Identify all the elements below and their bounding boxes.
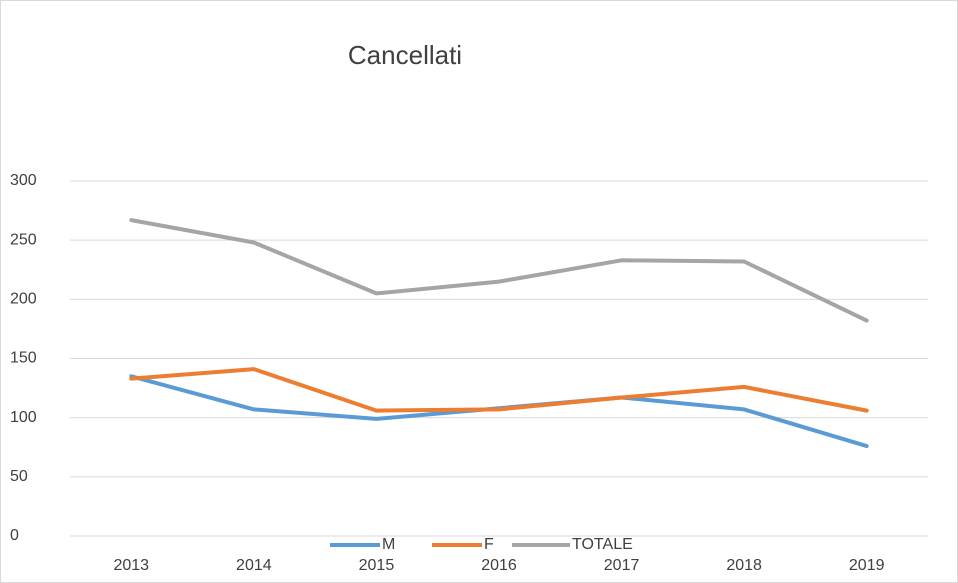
y-tick-label: 0 bbox=[10, 527, 19, 544]
y-tick-label: 300 bbox=[10, 172, 37, 189]
x-tick-label: 2016 bbox=[481, 557, 517, 574]
series-line bbox=[129, 218, 869, 323]
y-tick-label: 50 bbox=[10, 468, 28, 485]
x-tick-label: 2015 bbox=[359, 557, 395, 574]
y-tick-label: 250 bbox=[10, 231, 37, 248]
x-tick-label: 2019 bbox=[849, 557, 885, 574]
x-tick-label: 2018 bbox=[726, 557, 762, 574]
legend-label: M bbox=[382, 536, 395, 553]
x-tick-label: 2013 bbox=[113, 557, 149, 574]
y-tick-label: 150 bbox=[10, 350, 37, 367]
x-tick-label: 2017 bbox=[604, 557, 640, 574]
series-line bbox=[129, 367, 869, 413]
legend-label: TOTALE bbox=[572, 536, 633, 553]
y-tick-label: 200 bbox=[10, 291, 37, 308]
y-tick-label: 100 bbox=[10, 409, 37, 426]
legend-label: F bbox=[484, 536, 494, 553]
chart-title: Cancellati bbox=[348, 40, 462, 70]
x-tick-label: 2014 bbox=[236, 557, 272, 574]
